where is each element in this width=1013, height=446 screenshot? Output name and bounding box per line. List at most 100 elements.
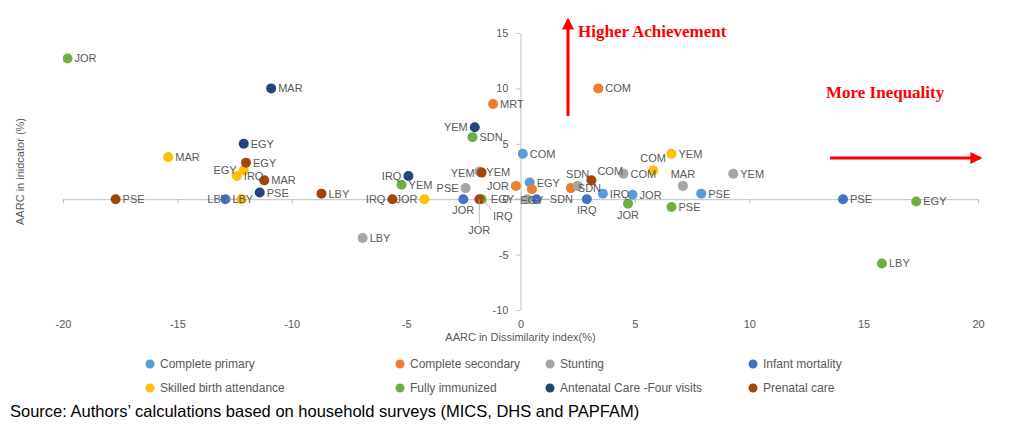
y-tick: 10 (496, 82, 520, 94)
y-tick-mark (517, 88, 521, 89)
point-label: MAR (671, 168, 696, 180)
y-tick-mark (517, 310, 521, 311)
x-axis-title: AARC in Dissimilarity index(%) (445, 331, 595, 343)
leader-line (479, 199, 480, 224)
point-label: IRQ (577, 204, 597, 216)
x-tick-label: -15 (170, 318, 186, 330)
point-label: JOR (468, 224, 490, 236)
point-label: YEM (678, 148, 702, 160)
point (518, 149, 528, 159)
y-tick-label: -10 (493, 304, 509, 316)
legend-label: Infant mortality (763, 357, 842, 371)
point (838, 194, 848, 204)
point (678, 181, 688, 191)
point (63, 53, 73, 63)
point-label: IRQ (382, 170, 402, 182)
x-tick-mark (292, 199, 293, 203)
point-label: EGY (213, 164, 237, 176)
legend-label: Fully immunized (410, 381, 497, 395)
point-label: YEM (444, 121, 468, 133)
point-label: IRQ (610, 188, 630, 200)
y-axis-line (521, 34, 522, 311)
y-tick: -5 (499, 249, 521, 261)
legend-marker (146, 384, 155, 393)
x-tick-label: 0 (518, 318, 524, 330)
x-tick-label: 10 (744, 318, 756, 330)
point (419, 194, 429, 204)
point-labels: COMEGYIRQJORPSEMRTCOMJOREGYSDNLBYPSEYEME… (75, 52, 948, 269)
point-label: SDN (578, 182, 601, 194)
x-tick-label: -20 (56, 318, 72, 330)
point (461, 183, 471, 193)
point-label: JOR (617, 209, 639, 221)
x-tick-label: 5 (632, 318, 638, 330)
y-tick-label: 15 (496, 27, 508, 39)
point (163, 152, 173, 162)
point-label: COM (530, 148, 556, 160)
chart: -20-15-10-505101520-10-5051015AARC in in… (0, 0, 1013, 446)
point (593, 83, 603, 93)
x-tick: -5 (402, 199, 412, 330)
point-label: JOR (487, 180, 509, 192)
point-label: MAR (278, 82, 303, 94)
point-label: YEM (409, 179, 433, 191)
legend-marker (546, 384, 555, 393)
x-tick: -10 (284, 199, 300, 330)
point (728, 169, 738, 179)
legend-marker (146, 360, 155, 369)
point (458, 194, 468, 204)
y-tick-label: 10 (496, 82, 508, 94)
legend: Complete primaryComplete secondaryStunti… (146, 357, 842, 395)
y-tick-label: 5 (502, 138, 508, 150)
y-tick-label: -5 (499, 249, 509, 261)
annotation: More Inequality (826, 83, 945, 102)
point-label: LBY (889, 257, 910, 269)
legend-marker (396, 360, 405, 369)
points (63, 53, 921, 268)
x-tick-mark (635, 199, 636, 203)
legend-label: Complete secondary (410, 357, 520, 371)
point-label: MAR (271, 174, 296, 186)
point (582, 194, 592, 204)
point (467, 132, 477, 142)
x-tick-label: 15 (858, 318, 870, 330)
legend-marker (749, 360, 758, 369)
point-label: EGY (251, 138, 275, 150)
point-label: JOR (640, 189, 662, 201)
point-label: YEM (486, 166, 510, 178)
point (666, 202, 676, 212)
point-label: PSE (850, 193, 872, 205)
y-tick: 15 (496, 27, 520, 39)
point (111, 194, 121, 204)
point (623, 199, 633, 209)
x-tick-mark (749, 199, 750, 203)
point-label: EGY (253, 157, 277, 169)
point (239, 139, 249, 149)
point (266, 83, 276, 93)
point (911, 196, 921, 206)
point-label: EGY (923, 195, 947, 207)
annotation: Higher Achievement (578, 22, 727, 41)
point-label: MRT (500, 98, 524, 110)
point-label: LBY (328, 188, 349, 200)
point-label: PSE (678, 201, 700, 213)
x-tick: 10 (744, 199, 756, 330)
point-label: JOR (75, 52, 97, 64)
point-label: PSE (708, 188, 730, 200)
point (527, 184, 537, 194)
x-tick-mark (63, 199, 64, 203)
point (511, 181, 521, 191)
point-label: LBY (232, 193, 253, 205)
point (358, 233, 368, 243)
legend-marker (749, 384, 758, 393)
arrow (567, 20, 570, 116)
point (696, 189, 706, 199)
point-label: SDN (479, 131, 502, 143)
point (666, 149, 676, 159)
point (477, 168, 487, 178)
point (488, 99, 498, 109)
point-label: SDN (550, 193, 573, 205)
point-label: EGY (491, 193, 515, 205)
legend-label: Antenatal Care -Four visits (560, 381, 702, 395)
y-axis-title: AARC in inidcator (%) (14, 118, 26, 225)
